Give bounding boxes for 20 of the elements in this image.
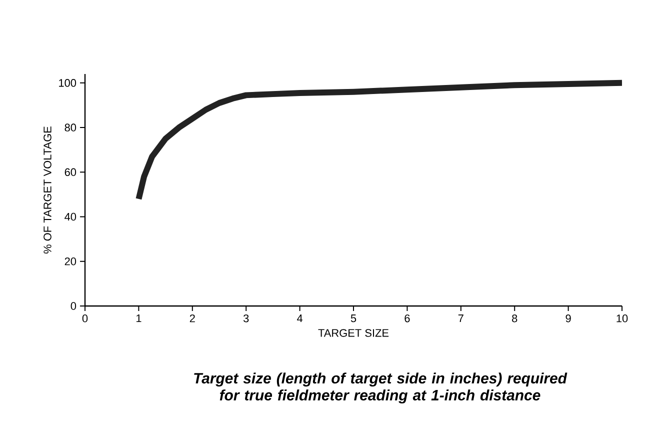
x-tick-label: 8 (512, 314, 518, 322)
x-tick-label: 9 (566, 314, 571, 322)
y-tick-label: 20 (64, 258, 76, 266)
y-axis-title: % OF TARGET VOLTAGE (44, 126, 52, 254)
x-tick-label: 10 (616, 314, 628, 322)
x-tick-label: 3 (243, 314, 249, 322)
y-tick-label: 80 (64, 124, 76, 132)
x-tick-label: 7 (458, 314, 464, 322)
x-tick-label: 5 (350, 314, 356, 322)
x-tick-label: 6 (404, 314, 410, 322)
x-tick-label: 0 (82, 314, 88, 322)
x-tick-label: 2 (190, 314, 195, 322)
y-tick-label: 100 (59, 79, 76, 87)
x-tick-label: 1 (136, 314, 142, 322)
x-tick-label: 4 (297, 314, 303, 322)
y-tick-label: 0 (70, 302, 76, 310)
y-tick-label: 60 (64, 168, 76, 176)
y-tick-label: 40 (64, 212, 76, 221)
x-axis-title: TARGET SIZE (318, 329, 389, 337)
text: Target size (length of target side in inches) required for true fieldmeter reading at 1-inch distance (194, 372, 568, 404)
